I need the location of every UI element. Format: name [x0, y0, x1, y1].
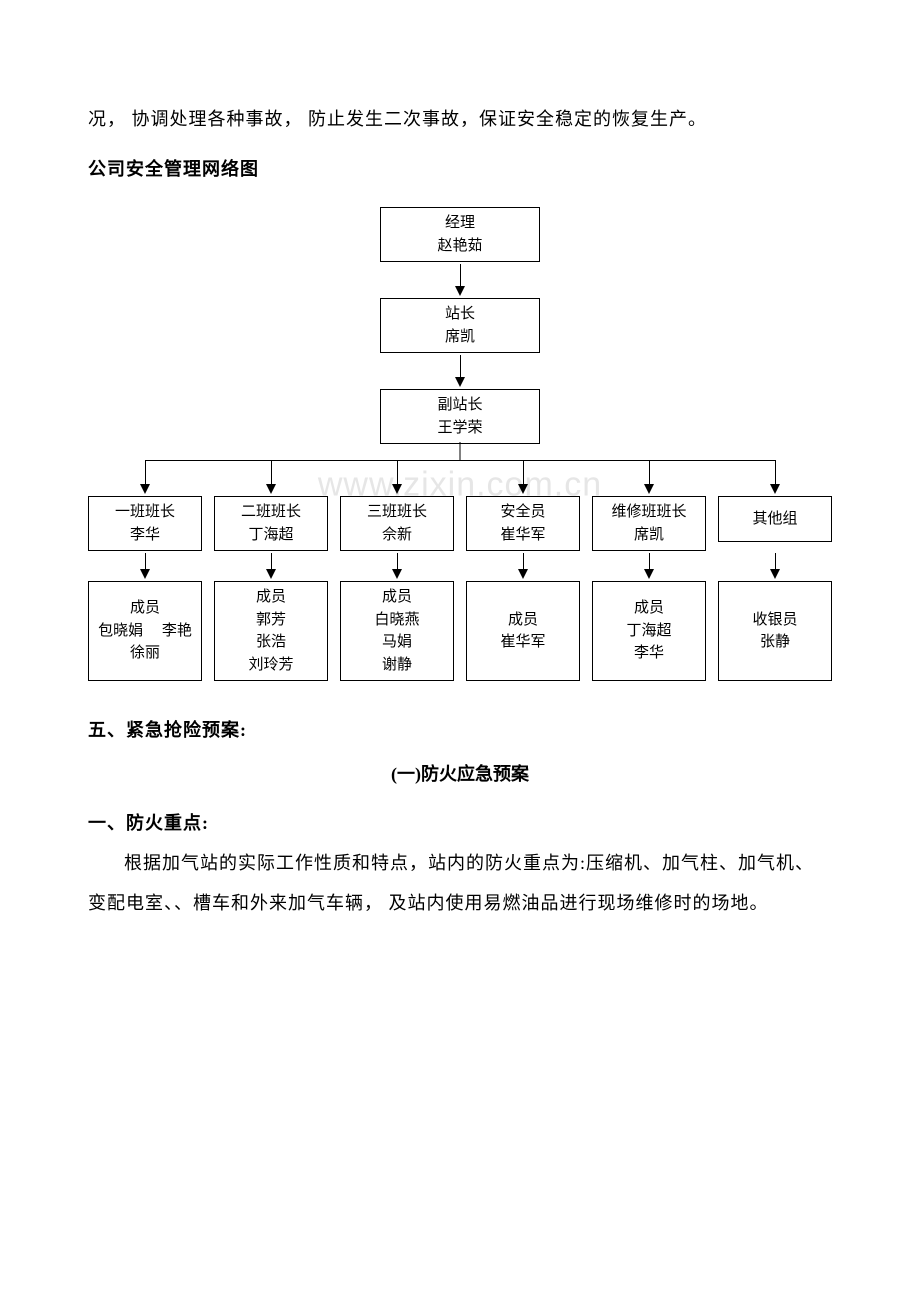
- section-5-title: 五、紧急抢险预案:: [88, 711, 832, 751]
- org-chart-arrows-row: [88, 553, 832, 579]
- team-head: 其他组: [718, 496, 832, 542]
- intro-paragraph: 况， 协调处理各种事故， 防止发生二次事故，保证安全稳定的恢复生产。: [88, 100, 832, 140]
- sub-1-title: (一)防火应急预案: [88, 755, 832, 795]
- team-members: 收银员张静: [718, 581, 832, 681]
- team-members: 成员丁海超李华: [592, 581, 706, 681]
- team-members: 成员崔华军: [466, 581, 580, 681]
- org-top-node: 站长席凯: [380, 298, 540, 353]
- team-members: 成员白晓燕马娟谢静: [340, 581, 454, 681]
- org-top-node: 副站长王学荣: [380, 389, 540, 444]
- team-members: 成员包晓娟 李艳徐丽: [88, 581, 202, 681]
- org-chart-title: 公司安全管理网络图: [88, 150, 832, 190]
- org-chart-members-row: 成员包晓娟 李艳徐丽成员郭芳张浩刘玲芳成员白晓燕马娟谢静成员崔华军成员丁海超李华…: [88, 581, 832, 681]
- team-head: 二班班长丁海超: [214, 496, 328, 551]
- team-head: 安全员崔华军: [466, 496, 580, 551]
- team-head: 三班班长佘新: [340, 496, 454, 551]
- team-members: 成员郭芳张浩刘玲芳: [214, 581, 328, 681]
- org-chart-top-chain: 经理赵艳茹站长席凯副站长王学荣: [88, 207, 832, 444]
- sub-1-paragraph-1: 根据加气站的实际工作性质和特点，站内的防火重点为:压缩机、加气柱、加气机、变配电…: [88, 844, 832, 923]
- team-head: 一班班长李华: [88, 496, 202, 551]
- org-chart-heads-row: 一班班长李华二班班长丁海超三班班长佘新安全员崔华军维修班班长席凯其他组: [88, 496, 832, 551]
- team-head: 维修班班长席凯: [592, 496, 706, 551]
- org-chart-fanout: [88, 442, 832, 496]
- sub-1-heading-1: 一、防火重点:: [88, 804, 832, 844]
- org-top-node: 经理赵艳茹: [380, 207, 540, 262]
- org-chart: 经理赵艳茹站长席凯副站长王学荣 一班班长李华二班班长丁海超三班班长佘新安全员崔华…: [88, 207, 832, 681]
